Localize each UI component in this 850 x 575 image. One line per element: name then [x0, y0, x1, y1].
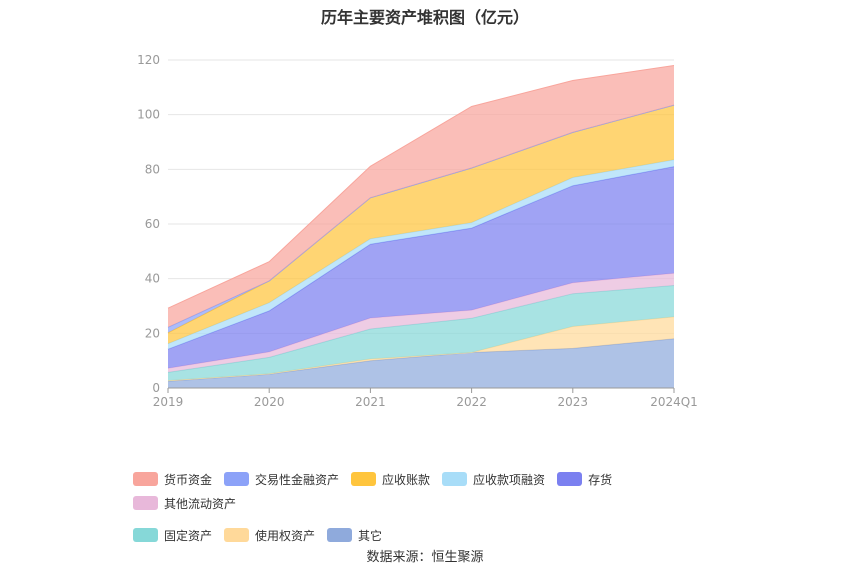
legend-label: 使用权资产: [255, 528, 316, 543]
legend-swatch: [224, 528, 250, 542]
y-tick-label: 40: [145, 272, 160, 286]
legend-item[interactable]: 应收款项融资: [442, 471, 545, 487]
legend-label: 其他流动资产: [164, 496, 237, 511]
y-tick-label: 80: [145, 162, 160, 176]
legend-item[interactable]: 其它: [327, 527, 382, 543]
chart-title: 历年主要资产堆积图（亿元）: [320, 8, 529, 27]
area-其它: [168, 338, 674, 388]
area-series: [167, 65, 675, 388]
legend-item[interactable]: 其他流动资产: [133, 495, 236, 511]
legend: 货币资金 交易性金融资产 应收账款 应收款项融资 存货其他流动资产 固定资产 使用权资产 其它: [133, 471, 733, 543]
data-source-note: 数据来源：恒生聚源: [366, 550, 484, 565]
legend-swatch: [327, 528, 353, 542]
area-edge-货币资金: [167, 65, 675, 309]
legend-label: 应收款项融资: [473, 472, 546, 487]
y-tick-label: 60: [145, 217, 160, 231]
area-应收账款: [168, 105, 674, 344]
x-tick-label: 2024Q1: [650, 395, 698, 409]
legend-swatch: [133, 472, 158, 486]
area-存货: [168, 166, 674, 369]
legend-swatch: [133, 496, 158, 510]
area-固定资产: [168, 285, 674, 381]
x-tick-label: 2020: [254, 395, 285, 409]
legend-label: 存货: [588, 472, 613, 487]
legend-label: 其它: [358, 528, 383, 543]
legend-swatch: [351, 472, 377, 486]
legend-item[interactable]: 固定资产: [133, 527, 212, 543]
legend-item[interactable]: 存货: [557, 471, 612, 487]
area-货币资金: [168, 65, 674, 328]
legend-item[interactable]: 使用权资产: [224, 527, 315, 543]
legend-swatch: [133, 528, 158, 542]
legend-label: 固定资产: [164, 528, 213, 543]
legend-label: 交易性金融资产: [255, 472, 340, 487]
stacked-area-chart: 0 20 40 60 80 100 120 2019 2020 2021 2022 2023 2024Q…: [137, 53, 698, 409]
y-tick-label: 120: [137, 53, 160, 67]
legend-swatch: [224, 472, 250, 486]
legend-swatch: [442, 472, 468, 486]
x-tick-label: 2021: [355, 395, 386, 409]
x-tick-label: 2022: [456, 395, 487, 409]
area-使用权资产: [168, 316, 674, 382]
legend-label: 货币资金: [164, 472, 213, 487]
x-tick-label: 2023: [558, 395, 589, 409]
legend-swatch: [557, 472, 583, 486]
legend-item[interactable]: 货币资金: [133, 471, 212, 487]
y-tick-label: 20: [145, 326, 160, 340]
legend-label: 应收账款: [382, 472, 431, 487]
legend-item[interactable]: 应收账款: [351, 471, 430, 487]
x-tick-label: 2019: [153, 395, 184, 409]
y-tick-label: 100: [137, 108, 160, 122]
legend-item[interactable]: 交易性金融资产: [224, 471, 339, 487]
axes: 0 20 40 60 80 100 120 2019 2020 2021 2022 2023 2024Q…: [137, 53, 698, 409]
y-tick-label: 0: [152, 381, 160, 395]
area-其他流动资产: [168, 273, 674, 373]
